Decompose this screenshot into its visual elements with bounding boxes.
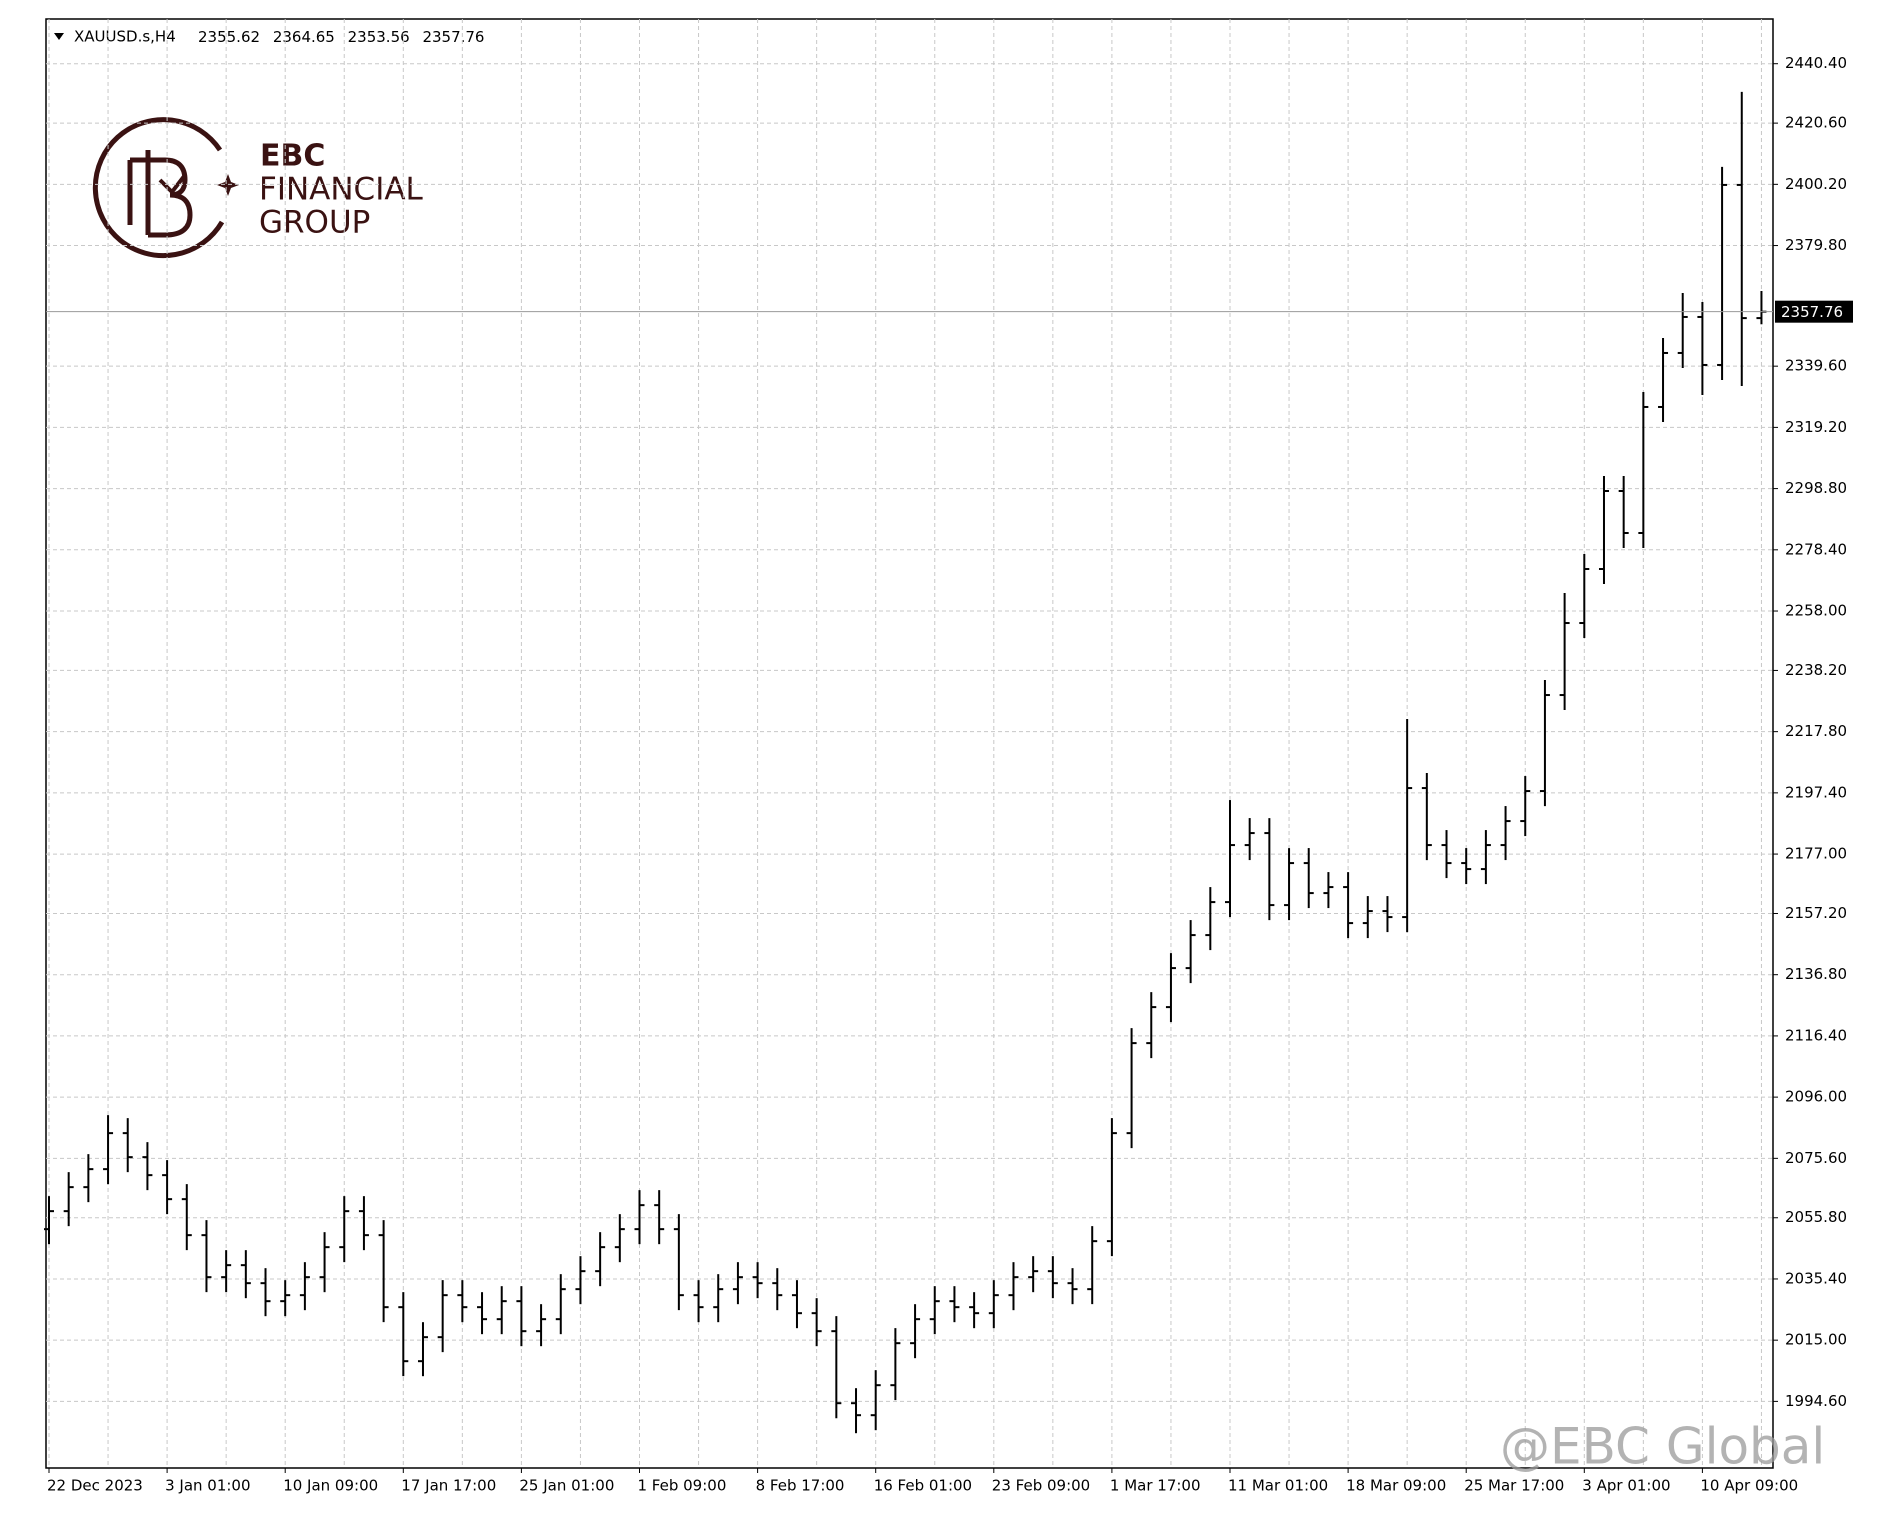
- header-high: 2364.65: [273, 28, 335, 46]
- y-tick-label: 2177.00: [1785, 845, 1847, 863]
- plot-frame: [45, 18, 1774, 1469]
- y-tick-label: 2258.00: [1785, 602, 1847, 620]
- y-tick-label: 2420.60: [1785, 114, 1847, 132]
- header-low: 2353.56: [348, 28, 410, 46]
- y-tick-label: 2278.40: [1785, 540, 1847, 558]
- header-close: 2357.76: [422, 28, 484, 46]
- x-tick-label: 17 Jan 17:00: [401, 1477, 496, 1495]
- y-tick-label: 2197.40: [1785, 783, 1847, 801]
- y-tick-label: 2217.80: [1785, 722, 1847, 740]
- x-tick-label: 10 Jan 09:00: [283, 1477, 378, 1495]
- y-tick-label: 2136.80: [1785, 965, 1847, 983]
- x-tick-label: 11 Mar 01:00: [1228, 1477, 1328, 1495]
- y-tick-label: 2015.00: [1785, 1331, 1847, 1349]
- logo: [92, 117, 239, 259]
- brand-line3: GROUP: [259, 205, 370, 241]
- x-tick-label: 3 Jan 01:00: [165, 1477, 250, 1495]
- x-tick-label: 23 Feb 09:00: [992, 1477, 1090, 1495]
- header-open: 2355.62: [198, 28, 260, 46]
- y-tick-label: 2298.80: [1785, 479, 1847, 497]
- x-tick-label: 25 Mar 17:00: [1464, 1477, 1564, 1495]
- y-tick-label: 2238.20: [1785, 661, 1847, 679]
- bars: [44, 91, 1767, 1434]
- x-tick-label: 1 Feb 09:00: [638, 1477, 727, 1495]
- x-tick-label: 16 Feb 01:00: [874, 1477, 972, 1495]
- y-tick-label: 2075.60: [1785, 1149, 1847, 1167]
- price-label-box: [1775, 300, 1853, 323]
- y-tick-label: 2379.80: [1785, 236, 1847, 254]
- menu-arrow[interactable]: [54, 33, 64, 40]
- brand-line1: EBC: [260, 139, 325, 174]
- x-tick-label: 18 Mar 09:00: [1346, 1477, 1446, 1495]
- y-tick-label: 2055.80: [1785, 1208, 1847, 1226]
- y-tick-label: 2440.40: [1785, 54, 1847, 72]
- x-tick-label: 3 Apr 01:00: [1582, 1477, 1670, 1495]
- y-tick-label: 1994.60: [1785, 1392, 1847, 1410]
- x-tick-label: 8 Feb 17:00: [756, 1477, 845, 1495]
- y-tick-label: 2157.20: [1785, 904, 1847, 922]
- brand-line2: FINANCIAL: [259, 172, 424, 208]
- x-tick-label: 1 Mar 17:00: [1110, 1477, 1201, 1495]
- y-tick-label: 2096.00: [1785, 1088, 1847, 1106]
- y-tick-label: 2116.40: [1785, 1026, 1847, 1044]
- x-tick-label: 22 Dec 2023: [47, 1477, 143, 1495]
- header-ohlc: 2355.62 2364.65 2353.56 2357.76: [198, 28, 484, 46]
- y-tick-label: 2339.60: [1785, 357, 1847, 375]
- grid: [46, 19, 1773, 1468]
- price-label: 2357.76: [1781, 303, 1843, 321]
- x-tick-label: 10 Apr 09:00: [1700, 1477, 1798, 1495]
- x-tick-label: 25 Jan 01:00: [519, 1477, 614, 1495]
- watermark: @EBC Global: [1500, 1418, 1825, 1476]
- symbol: XAUUSD.s,H4: [74, 28, 176, 46]
- y-tick-label: 2035.40: [1785, 1269, 1847, 1287]
- y-tick-label: 2400.20: [1785, 175, 1847, 193]
- y-tick-label: 2319.20: [1785, 418, 1847, 436]
